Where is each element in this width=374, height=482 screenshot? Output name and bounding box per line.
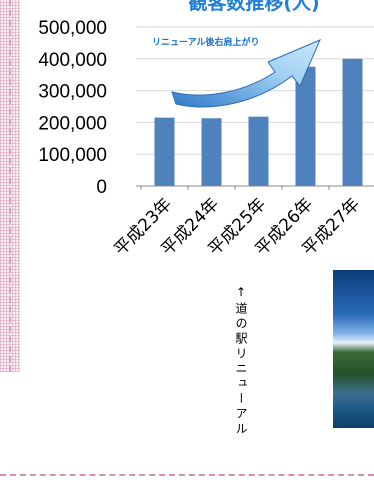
annotation-label: リニューアル後右肩上がり [152, 36, 260, 48]
bar [248, 116, 269, 186]
bars [154, 58, 363, 186]
y-tick-label: 500,000 [38, 18, 107, 39]
y-tick-label: 100,000 [38, 145, 107, 166]
y-tick-label: 300,000 [38, 82, 107, 103]
bar [295, 66, 316, 186]
y-tick-label: 400,000 [38, 50, 107, 71]
renewal-note: ↑道の駅リニューアル [234, 285, 248, 437]
dashed-border-bottom [0, 474, 374, 476]
chart-title: 観客数推移(人) [188, 0, 319, 14]
y-tick-label: 200,000 [38, 113, 107, 134]
bar [201, 118, 222, 186]
rising-arrow-icon [171, 39, 321, 108]
dashed-border-left [9, 0, 11, 372]
bar [342, 58, 363, 186]
y-axis-ticks: 0 100,000 200,000 300,000 400,000 500,000 [38, 18, 107, 198]
y-tick-label: 0 [96, 177, 107, 198]
coast-photo [333, 270, 374, 428]
bar [154, 117, 175, 186]
